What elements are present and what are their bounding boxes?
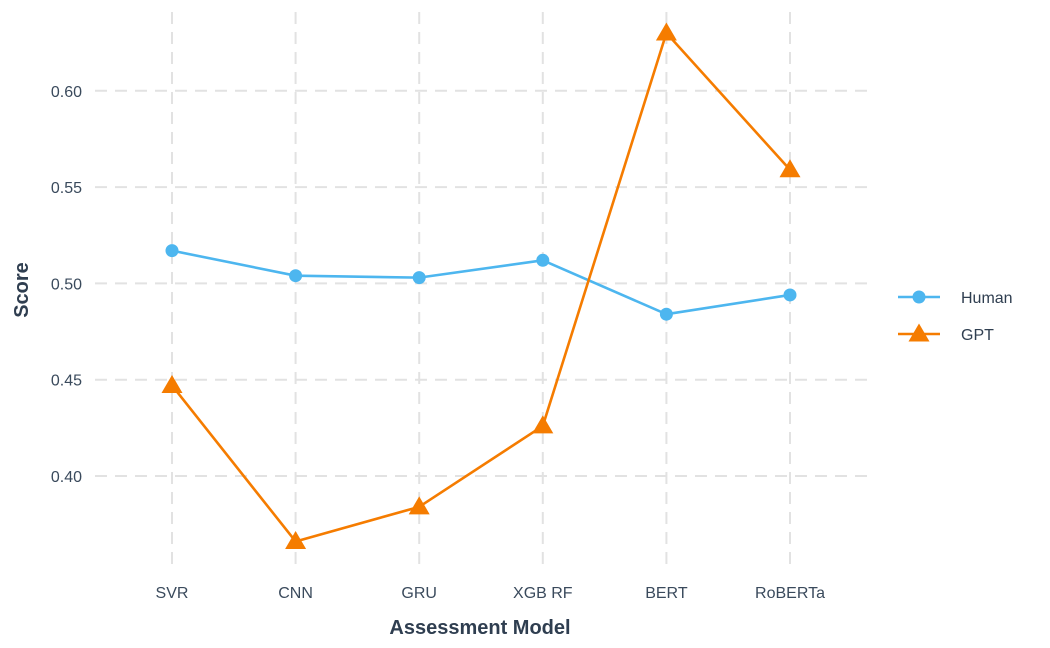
y-tick-label: 0.45 bbox=[51, 373, 82, 390]
x-tick-label: CNN bbox=[278, 585, 313, 602]
data-point bbox=[783, 288, 797, 302]
grid bbox=[95, 12, 868, 566]
x-tick-label: BERT bbox=[645, 585, 688, 602]
y-axis-title: Score bbox=[11, 262, 33, 318]
legend-marker-icon bbox=[912, 290, 926, 304]
y-tick-label: 0.40 bbox=[51, 469, 82, 486]
legend-item-gpt: GPT bbox=[898, 323, 994, 344]
data-point bbox=[532, 415, 554, 434]
legend-label: Human bbox=[961, 290, 1013, 307]
data-point bbox=[408, 496, 430, 515]
y-tick-label: 0.55 bbox=[51, 180, 82, 197]
series-human bbox=[165, 244, 797, 321]
x-tick-label: XGB RF bbox=[513, 585, 573, 602]
x-axis-title: Assessment Model bbox=[389, 617, 570, 639]
data-point bbox=[655, 22, 677, 41]
series-gpt bbox=[161, 22, 801, 549]
series-line bbox=[170, 31, 791, 543]
data-point bbox=[779, 159, 801, 178]
data-point bbox=[536, 253, 550, 267]
data-point bbox=[285, 530, 307, 549]
legend-label: GPT bbox=[961, 327, 994, 344]
legend-marker-icon bbox=[908, 323, 930, 342]
y-tick-label: 0.60 bbox=[51, 84, 82, 101]
y-tick-label: 0.50 bbox=[51, 276, 82, 293]
legend: Human GPT bbox=[898, 290, 1013, 344]
data-point bbox=[412, 271, 426, 285]
x-tick-label: GRU bbox=[401, 585, 437, 602]
series-line bbox=[171, 249, 791, 316]
data-point bbox=[165, 244, 179, 258]
data-point bbox=[659, 307, 673, 321]
x-tick-label: SVR bbox=[156, 585, 189, 602]
series-layer bbox=[161, 22, 801, 549]
data-point bbox=[289, 269, 303, 283]
x-tick-label: RoBERTa bbox=[755, 585, 825, 602]
x-axis-ticks: SVR CNN GRU XGB RF BERT RoBERTa bbox=[156, 585, 826, 602]
data-point bbox=[161, 374, 183, 393]
legend-item-human: Human bbox=[898, 290, 1013, 307]
y-axis-ticks: 0.40 0.45 0.50 0.55 0.60 bbox=[51, 84, 82, 486]
